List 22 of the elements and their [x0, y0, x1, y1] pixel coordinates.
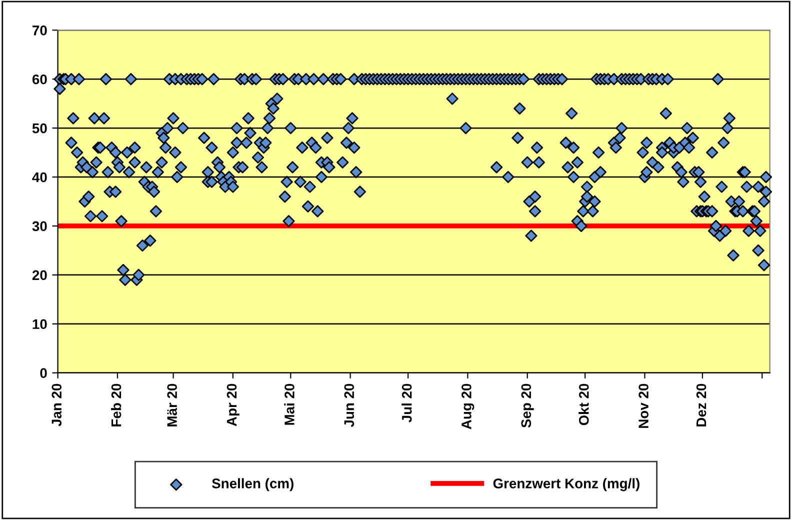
- y-tick-label: 50: [32, 123, 47, 134]
- x-tick-label: Feb 20: [110, 384, 122, 426]
- x-tick-label: Jul 20: [402, 384, 412, 422]
- x-tick-label: Jun 20: [344, 384, 354, 428]
- x-tick-label: Sep 20: [521, 384, 534, 428]
- x-tick-label: Jan 20: [52, 384, 62, 426]
- x-tick-label: Dez 20: [696, 384, 706, 426]
- y-tick-label: 70: [32, 25, 47, 36]
- x-tick-label: Nov 20: [638, 384, 648, 428]
- y-tick-label: 30: [32, 221, 47, 232]
- y-tick-label: 60: [32, 74, 47, 84]
- x-tick-label: Okt 20: [578, 384, 589, 426]
- legend-label: Grenzwert Konz (mg/l): [493, 478, 640, 492]
- y-tick-label: 40: [32, 172, 47, 182]
- legend-label: Snellen (cm): [212, 478, 294, 492]
- y-tick-label: 0: [40, 368, 47, 378]
- y-tick-label: 20: [32, 270, 47, 280]
- x-tick-label: Aug 20: [462, 384, 474, 430]
- x-tick-label: Apr 20: [226, 384, 240, 426]
- x-tick-label: Mai 20: [284, 384, 294, 425]
- x-tick-label: Mär 20: [167, 384, 178, 426]
- y-tick-label: 10: [32, 319, 47, 330]
